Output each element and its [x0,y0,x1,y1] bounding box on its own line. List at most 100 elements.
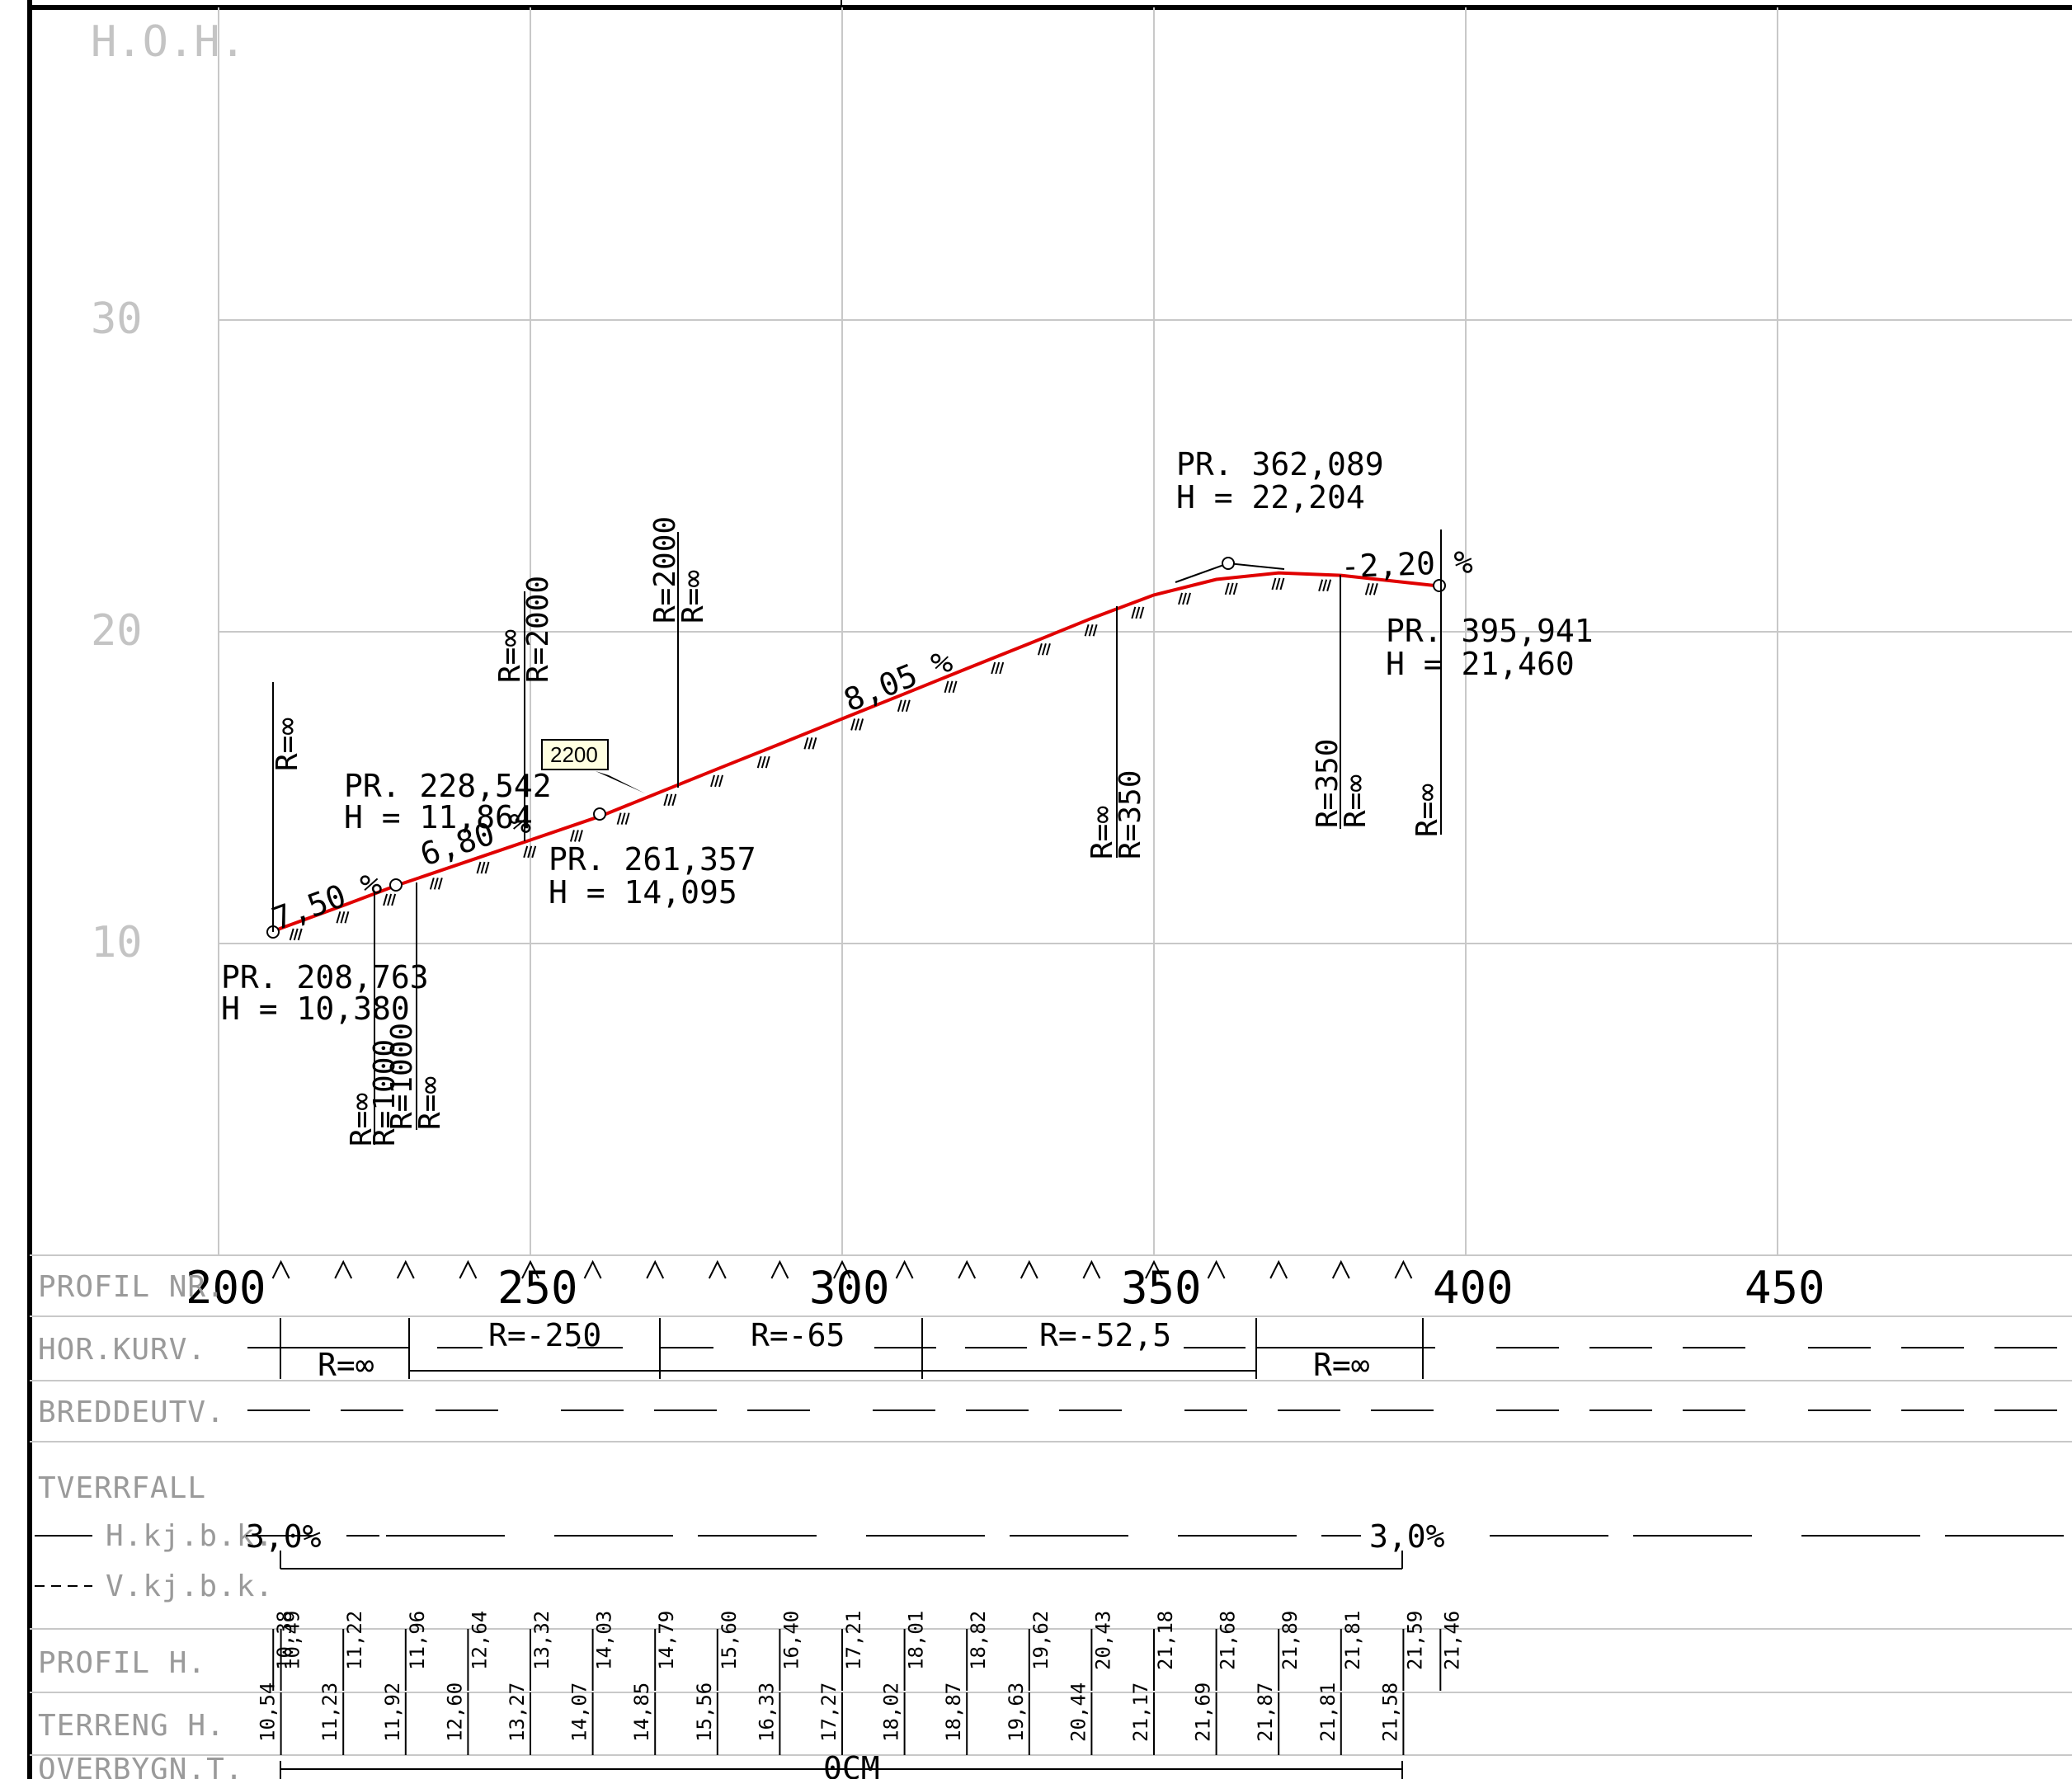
point-3-station: PR. 261,357 [549,841,756,878]
terreng-h-value: 10,54 [257,1683,280,1742]
terreng-h-value: 18,87 [942,1683,965,1742]
vr-label-d1: R=2000 [648,516,682,624]
terrain-hatch-mark [1041,642,1047,656]
grade-label-3: 8,05 % [839,642,958,718]
terrain-hatch-mark [1182,592,1187,605]
hk-label-2: R=-250 [488,1317,601,1353]
terrain-hatch-mark [901,699,906,713]
profil-h-value: 20,43 [1091,1611,1114,1670]
row-label-profil-h: PROFIL H. [38,1646,206,1680]
point-4-height: H = 22,204 [1176,479,1365,515]
row-label-overbygn: OVERBYGN.T. [38,1753,243,1779]
station-tick [1020,1259,1038,1279]
y-tick-10: 10 [91,918,143,967]
terreng-h-value: 21,81 [1316,1683,1340,1742]
terreng-h-value: 17,27 [817,1683,841,1742]
terreng-h-value: 15,56 [693,1683,716,1742]
terrain-hatch-mark [671,793,677,807]
terrain-hatch-mark [624,812,630,825]
x-tick-350: 350 [1121,1262,1202,1314]
terrain-hatch-mark [527,845,533,859]
profil-h-value: 21,46 [1440,1611,1463,1670]
point-3-height: H = 14,095 [549,874,737,911]
station-tick [1394,1259,1413,1279]
vr-label-e1: R=∞ [1085,806,1119,859]
profil-h-value: 18,82 [967,1611,990,1670]
terrain-hatch-mark [1084,624,1090,637]
y-axis-title: H.O.H. [91,17,246,67]
profile-line [272,571,1441,934]
vr-label-f1: R=350 [1311,739,1344,828]
terrain-hatch-mark [1224,582,1230,595]
terreng-h-value: 21,69 [1192,1683,1215,1742]
point-1-height: H = 10,380 [221,991,410,1027]
profil-h-value: 21,89 [1279,1611,1302,1670]
terrain-hatch-mark [523,845,529,859]
terrain-hatch-mark [850,718,856,731]
profil-h-value: 21,18 [1154,1611,1177,1670]
terreng-h-value: 13,27 [506,1683,529,1742]
terreng-h-value: 21,87 [1254,1683,1277,1742]
profil-h-value: 13,32 [530,1611,553,1670]
station-tick [396,1259,415,1279]
row-label-terreng-h: TERRENG H. [38,1709,225,1743]
terrain-hatch-mark [340,911,346,924]
station-tick [521,1259,539,1279]
terrain-hatch-mark [1326,579,1332,591]
terrain-hatch-mark [620,812,626,825]
hk-label-1: R=∞ [318,1347,374,1383]
station-tick [583,1259,602,1279]
grade-label-4: -2,20 % [1340,544,1474,585]
terrain-hatch-mark [480,861,486,874]
terrain-hatch-mark [905,699,911,713]
station-tick [895,1259,914,1279]
terrain-hatch-mark [1088,624,1094,637]
terrain-hatch-mark [1139,606,1145,619]
tverrfall-value-right: 3,0% [1369,1518,1445,1555]
profil-h-value: 21,81 [1341,1611,1364,1670]
terrain-hatch-mark [1275,577,1281,591]
y-tick-30: 30 [91,294,143,344]
terrain-hatch-mark [991,661,996,675]
terrain-hatch-mark [667,793,673,807]
terrain-hatch-mark [944,680,949,694]
terrain-hatch-mark [531,845,537,859]
hor-kurv-row: R=∞ R=-250 R=-65 R=-52,5 R=∞ [247,1317,1435,1383]
station-tick [1269,1259,1288,1279]
tooltip-pointer [596,771,645,793]
profil-h-value: 12,64 [468,1611,491,1670]
terrain-hatch-mark [714,774,719,788]
point-2-height: H = 11,864 [344,799,533,835]
vr-label-b2: R=∞ [413,1076,447,1130]
row-label-hkjbk: H.kj.b.k. [106,1519,274,1553]
terrain-hatch-mark [1228,582,1234,595]
station-tick [334,1259,353,1279]
station-tick [958,1259,977,1279]
terrain-hatch-mark [948,680,954,694]
station-tick [459,1259,478,1279]
terrain-hatch-mark [1368,583,1374,595]
vr-label-a2: R=1000 [368,1039,402,1146]
row-label-breddeutv: BREDDEUTV. [38,1395,225,1429]
profil-h-value: 11,22 [343,1611,366,1670]
profil-h-value: 14,03 [593,1611,616,1670]
tverrfall-value-left: 3,0% [246,1518,322,1555]
placeholder-dash-rows [246,1347,2064,1537]
x-tick-400: 400 [1433,1262,1514,1314]
hk-label-5: R=∞ [1313,1347,1370,1383]
overbygn-row: 0CM [280,1750,1403,1779]
terreng-h-value: 21,17 [1129,1683,1152,1742]
terrain-hatch-mark [289,928,294,941]
vr-label-end: R=∞ [1410,784,1444,837]
terrain-hatch-mark [293,928,299,941]
terrain-hatch-mark [999,661,1005,675]
terrain-hatch-mark [1322,579,1328,591]
point-5-height: H = 21,460 [1386,646,1575,682]
terrain-hatch-mark [1037,642,1043,656]
vr-label-c2: R=2000 [521,576,555,683]
terrain-hatch-mark [387,893,393,906]
station-tick [646,1259,665,1279]
station-tick [1145,1259,1163,1279]
profil-h-value: 14,79 [655,1611,678,1670]
